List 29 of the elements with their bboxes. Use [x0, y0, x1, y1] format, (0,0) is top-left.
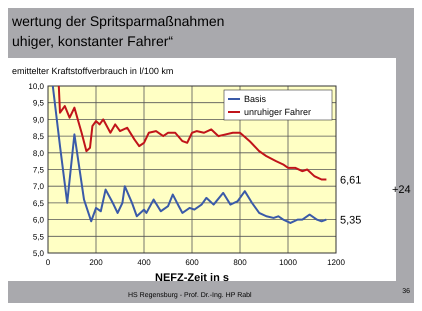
line-series	[58, 85, 328, 181]
chart-subtitle: uhiger, konstanter Fahrer“	[12, 33, 174, 49]
y-axis-title: emittelter Kraftstoffverbrauch in l/100 km	[12, 66, 174, 76]
x-tick-label: 600	[185, 258, 200, 267]
y-tick-label: 6,5	[32, 198, 45, 208]
legend-label: Basis	[244, 94, 267, 104]
y-tick-label: 8,5	[32, 132, 45, 142]
x-tick-label: 800	[233, 258, 248, 267]
y-tick-label: 5,0	[32, 249, 45, 258]
legend-label: unruhiger Fahrer	[244, 107, 312, 117]
x-tick-label: 200	[89, 258, 104, 267]
x-tick-label: 1000	[279, 258, 298, 267]
x-axis-title: NEFZ-Zeit in s	[155, 272, 229, 284]
y-tick-label: 6,0	[32, 216, 45, 225]
text: +24	[392, 184, 411, 196]
y-tick-label: 9,0	[32, 115, 45, 124]
text: 5,35	[340, 214, 362, 227]
x-tick-label: 1200	[327, 258, 346, 267]
chart-title: wertung der Spritsparmaßnahmen	[11, 13, 224, 29]
y-tick-label: 10,0	[28, 82, 45, 91]
line-series	[52, 85, 328, 224]
x-tick-label: 400	[137, 258, 152, 267]
y-tick-label: 7,0	[32, 182, 45, 192]
y-tick-label: 5,5	[32, 232, 45, 242]
text: 6,61	[340, 174, 362, 187]
x-tick-label: 0	[46, 258, 51, 267]
y-tick-label: 8,0	[32, 148, 45, 158]
y-tick-label: 7,5	[32, 166, 45, 174]
y-tick-label: 9,5	[32, 98, 45, 108]
